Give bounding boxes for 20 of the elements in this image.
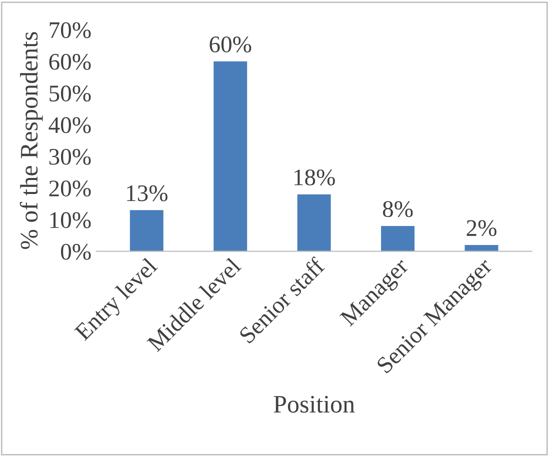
y-tick-label: 30% (49, 148, 91, 165)
bar (464, 245, 498, 252)
data-label: 18% (294, 169, 335, 186)
y-tick-label: 10% (50, 212, 91, 228)
data-label: 8% (382, 201, 413, 218)
y-tick-label: 50% (50, 86, 91, 102)
y-tick-label: 60% (49, 54, 91, 70)
data-label: 60% (210, 36, 252, 52)
y-axis-title: % of the Respondents (20, 32, 43, 250)
y-tick-label: 0% (60, 244, 91, 260)
bar (214, 61, 248, 252)
y-tick-label: 70% (50, 22, 91, 38)
data-label: 2% (466, 220, 496, 236)
x-axis-title: Position (274, 396, 355, 413)
bar (297, 194, 331, 252)
bar (381, 226, 415, 252)
y-tick-label: 40% (48, 117, 91, 134)
bar (130, 210, 164, 252)
y-tick-label: 20% (49, 180, 91, 197)
data-label: 13% (127, 185, 168, 202)
